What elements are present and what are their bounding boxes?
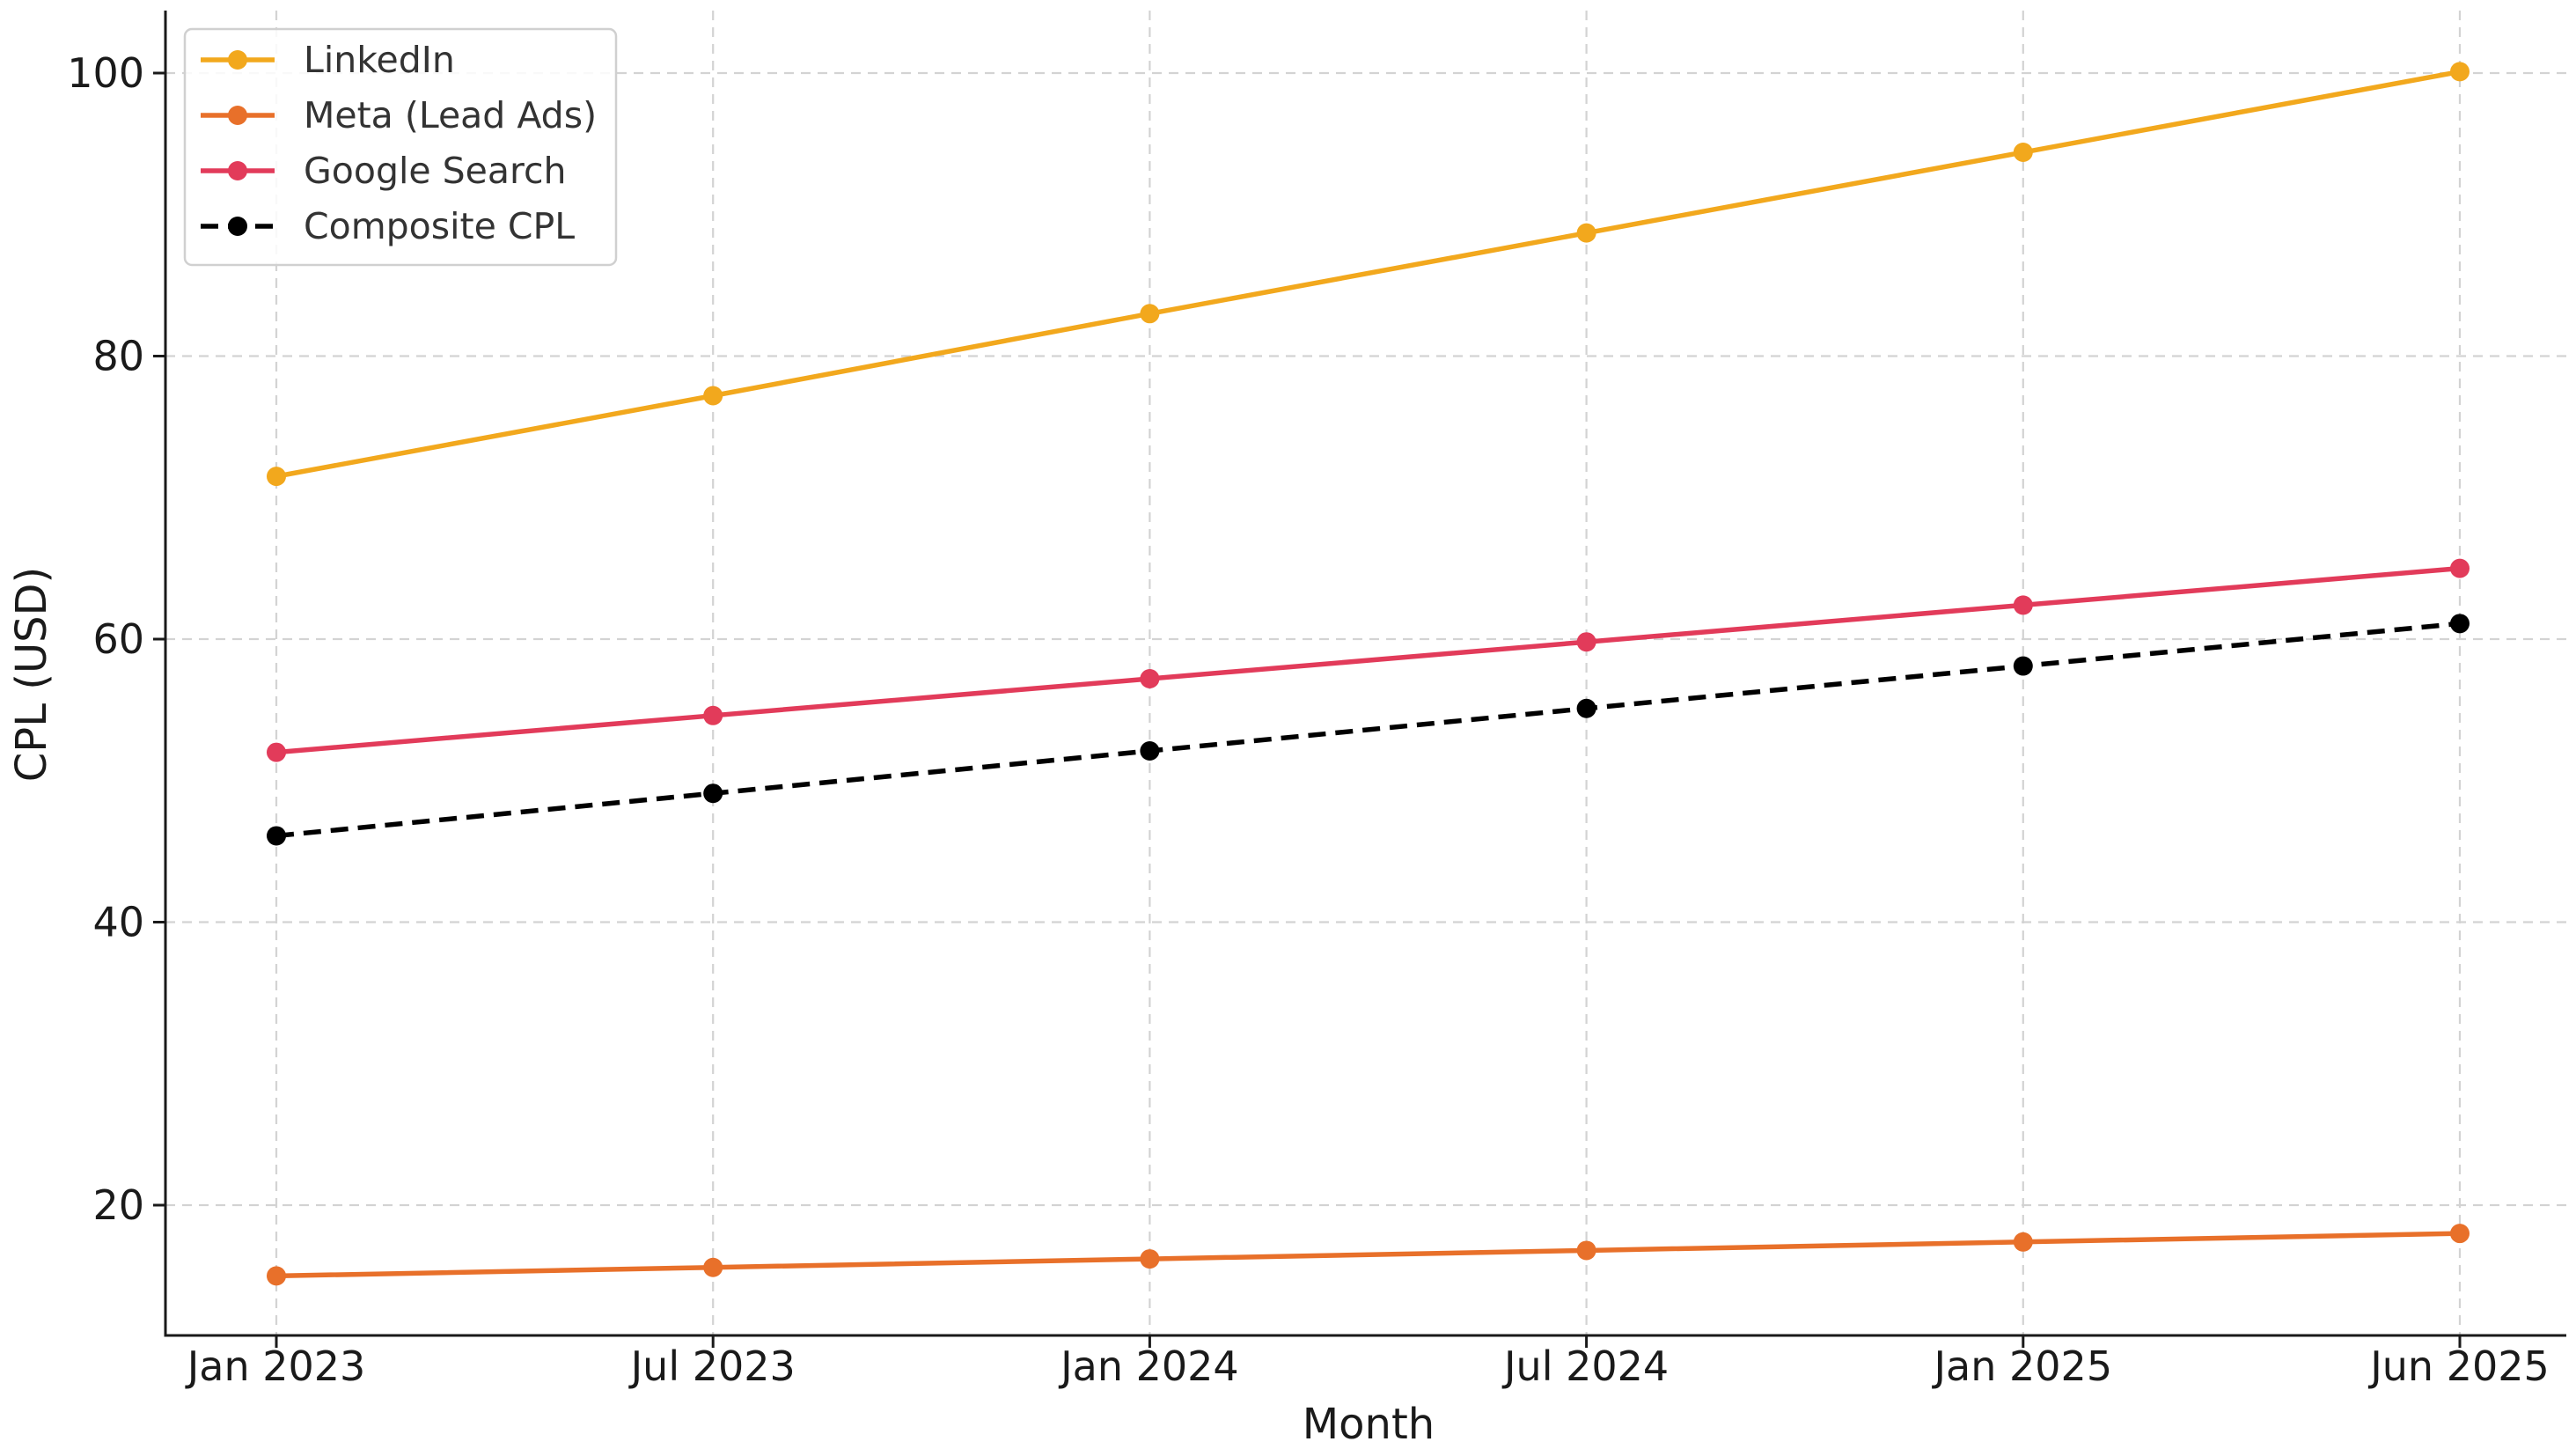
data-point — [1576, 698, 1596, 718]
data-point — [703, 1257, 723, 1277]
y-tick-label: 20 — [92, 1181, 144, 1229]
x-tick-label: Jul 2023 — [628, 1342, 796, 1390]
series-line — [275, 621, 2461, 839]
data-point — [1576, 223, 1596, 243]
legend-item[interactable]: Composite CPL — [201, 205, 575, 247]
data-point — [703, 705, 723, 725]
legend-marker — [228, 217, 247, 236]
x-axis-title: Month — [1303, 1400, 1435, 1449]
data-point — [1140, 740, 1160, 761]
series-line — [275, 565, 2461, 755]
legend-label: Google Search — [304, 150, 566, 192]
series-1 — [267, 1224, 2470, 1286]
series-3 — [267, 614, 2470, 846]
legend-marker — [228, 106, 247, 125]
y-axis-title: CPL (USD) — [7, 567, 56, 782]
data-point — [2013, 656, 2033, 676]
y-tick-label: 60 — [92, 615, 144, 663]
data-point — [2450, 558, 2470, 578]
data-point — [2450, 1224, 2470, 1244]
legend-item[interactable]: Google Search — [201, 150, 566, 192]
data-point — [703, 386, 723, 406]
data-point — [2013, 143, 2033, 163]
legend-marker — [228, 50, 247, 70]
data-point — [1140, 304, 1160, 324]
data-point — [1576, 1240, 1596, 1261]
data-point — [1576, 632, 1596, 652]
legend[interactable]: LinkedIn Meta (Lead Ads) Google Search Comp… — [183, 27, 618, 267]
y-tick-label: 80 — [92, 333, 144, 380]
x-tick-label: Jun 2025 — [2367, 1342, 2550, 1390]
data-point — [2013, 1232, 2033, 1252]
series-2 — [267, 558, 2470, 762]
x-tick-label: Jan 2023 — [185, 1342, 366, 1390]
data-point — [267, 826, 286, 846]
series-lines — [267, 62, 2470, 1286]
data-point — [2013, 595, 2033, 615]
axes: 20 40 60 80 100 Jan 2023 Jul 2023 Jan 2024 Jul 2… — [67, 11, 2566, 1390]
data-point — [267, 467, 286, 487]
x-tick-label: Jan 2025 — [1931, 1342, 2112, 1390]
data-point — [703, 783, 723, 804]
series-line — [275, 1231, 2461, 1279]
data-point — [267, 1266, 286, 1286]
legend-item[interactable]: LinkedIn — [201, 39, 455, 81]
data-point — [2450, 62, 2470, 82]
legend-label: Composite CPL — [304, 205, 575, 247]
legend-item[interactable]: Meta (Lead Ads) — [201, 94, 597, 136]
data-point — [1140, 1249, 1160, 1269]
data-point — [1140, 669, 1160, 689]
legend-label: LinkedIn — [304, 39, 455, 81]
x-tick-label: Jul 2024 — [1501, 1342, 1669, 1390]
legend-marker — [228, 161, 247, 180]
y-tick-label: 40 — [92, 899, 144, 946]
series-line — [275, 69, 2461, 479]
legend-label: Meta (Lead Ads) — [304, 94, 597, 136]
y-tick-label: 100 — [67, 49, 144, 97]
legend-box — [183, 27, 618, 267]
x-tick-label: Jan 2024 — [1058, 1342, 1239, 1390]
series-0 — [267, 62, 2470, 487]
data-point — [267, 742, 286, 762]
data-point — [2450, 614, 2470, 634]
